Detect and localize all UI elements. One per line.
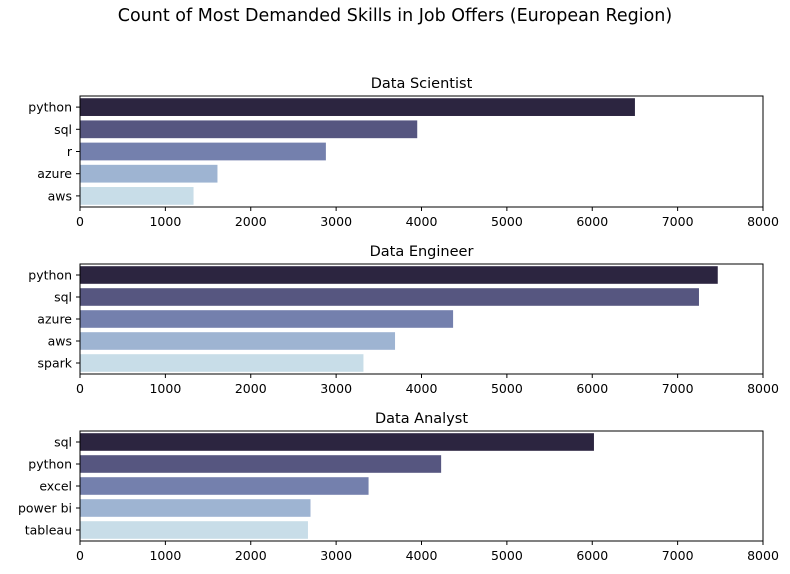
x-tick-label: 8000: [747, 381, 779, 396]
x-tick-label: 1000: [149, 381, 181, 396]
x-tick-label: 8000: [747, 214, 779, 229]
bar-r: [80, 142, 326, 161]
y-tick-label: r: [67, 144, 73, 159]
y-tick-label: python: [28, 268, 72, 283]
y-tick-label: python: [28, 457, 72, 472]
y-tick-label: spark: [38, 356, 73, 371]
subplot-title: Data Engineer: [370, 244, 474, 260]
bar-sql: [80, 433, 594, 451]
x-tick-label: 7000: [662, 214, 694, 229]
bar-aws: [80, 332, 396, 350]
y-tick-label: sql: [54, 290, 72, 305]
x-tick-label: 2000: [235, 548, 267, 563]
y-tick-label: sql: [54, 122, 72, 137]
bar-aws: [80, 187, 194, 205]
x-tick-label: 5000: [491, 548, 523, 563]
bar-python: [80, 98, 635, 116]
x-tick-label: 7000: [662, 548, 694, 563]
bar-tableau: [80, 521, 308, 539]
bar-python: [80, 455, 442, 473]
y-tick-label: excel: [39, 479, 72, 494]
x-tick-label: 3000: [320, 214, 352, 229]
x-tick-label: 8000: [747, 548, 779, 563]
x-tick-label: 5000: [491, 381, 523, 396]
x-tick-label: 1000: [149, 548, 181, 563]
bar-sql: [80, 120, 418, 139]
y-tick-label: azure: [37, 166, 72, 181]
x-tick-label: 0: [76, 214, 84, 229]
figure-title: Count of Most Demanded Skills in Job Off…: [117, 6, 673, 26]
x-tick-label: 6000: [576, 548, 608, 563]
x-tick-label: 4000: [406, 214, 438, 229]
bar-azure: [80, 164, 218, 183]
x-tick-label: 4000: [406, 381, 438, 396]
bar-python: [80, 266, 718, 284]
bar-power-bi: [80, 499, 311, 517]
x-tick-label: 6000: [576, 381, 608, 396]
x-tick-label: 1000: [149, 214, 181, 229]
x-tick-label: 0: [76, 548, 84, 563]
x-tick-label: 3000: [320, 548, 352, 563]
bar-azure: [80, 310, 454, 328]
y-tick-label: sql: [54, 435, 72, 450]
y-tick-label: tableau: [25, 523, 72, 538]
y-tick-label: python: [28, 100, 72, 115]
y-tick-label: aws: [48, 334, 72, 349]
y-tick-label: power bi: [18, 501, 72, 516]
x-tick-label: 2000: [235, 381, 267, 396]
x-tick-label: 4000: [406, 548, 438, 563]
y-tick-label: aws: [48, 188, 72, 203]
subplot-title: Data Analyst: [375, 411, 468, 427]
x-tick-label: 6000: [576, 214, 608, 229]
x-tick-label: 5000: [491, 214, 523, 229]
bar-sql: [80, 288, 699, 306]
x-tick-label: 0: [76, 381, 84, 396]
x-tick-label: 3000: [320, 381, 352, 396]
x-tick-label: 7000: [662, 381, 694, 396]
bar-excel: [80, 477, 369, 495]
y-tick-label: azure: [37, 312, 72, 327]
x-tick-label: 2000: [235, 214, 267, 229]
bar-spark: [80, 354, 364, 372]
subplot-title: Data Scientist: [371, 76, 473, 92]
